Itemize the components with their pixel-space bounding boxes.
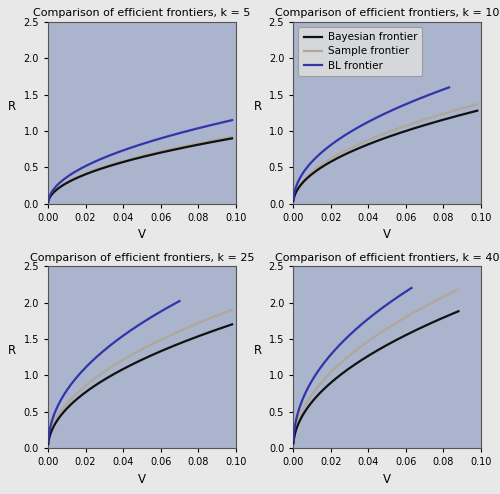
Title: Comparison of efficient frontiers, k = 10: Comparison of efficient frontiers, k = 1… [275,8,500,18]
Legend: Bayesian frontier, Sample frontier, BL frontier: Bayesian frontier, Sample frontier, BL f… [298,27,422,76]
Y-axis label: R: R [8,344,16,357]
Title: Comparison of efficient frontiers, k = 40: Comparison of efficient frontiers, k = 4… [275,252,500,262]
Y-axis label: R: R [254,344,262,357]
Title: Comparison of efficient frontiers, k = 5: Comparison of efficient frontiers, k = 5 [33,8,250,18]
X-axis label: V: V [138,228,146,242]
X-axis label: V: V [383,473,391,486]
X-axis label: V: V [138,473,146,486]
Title: Comparison of efficient frontiers, k = 25: Comparison of efficient frontiers, k = 2… [30,252,254,262]
X-axis label: V: V [383,228,391,242]
Y-axis label: R: R [254,100,262,113]
Y-axis label: R: R [8,100,16,113]
